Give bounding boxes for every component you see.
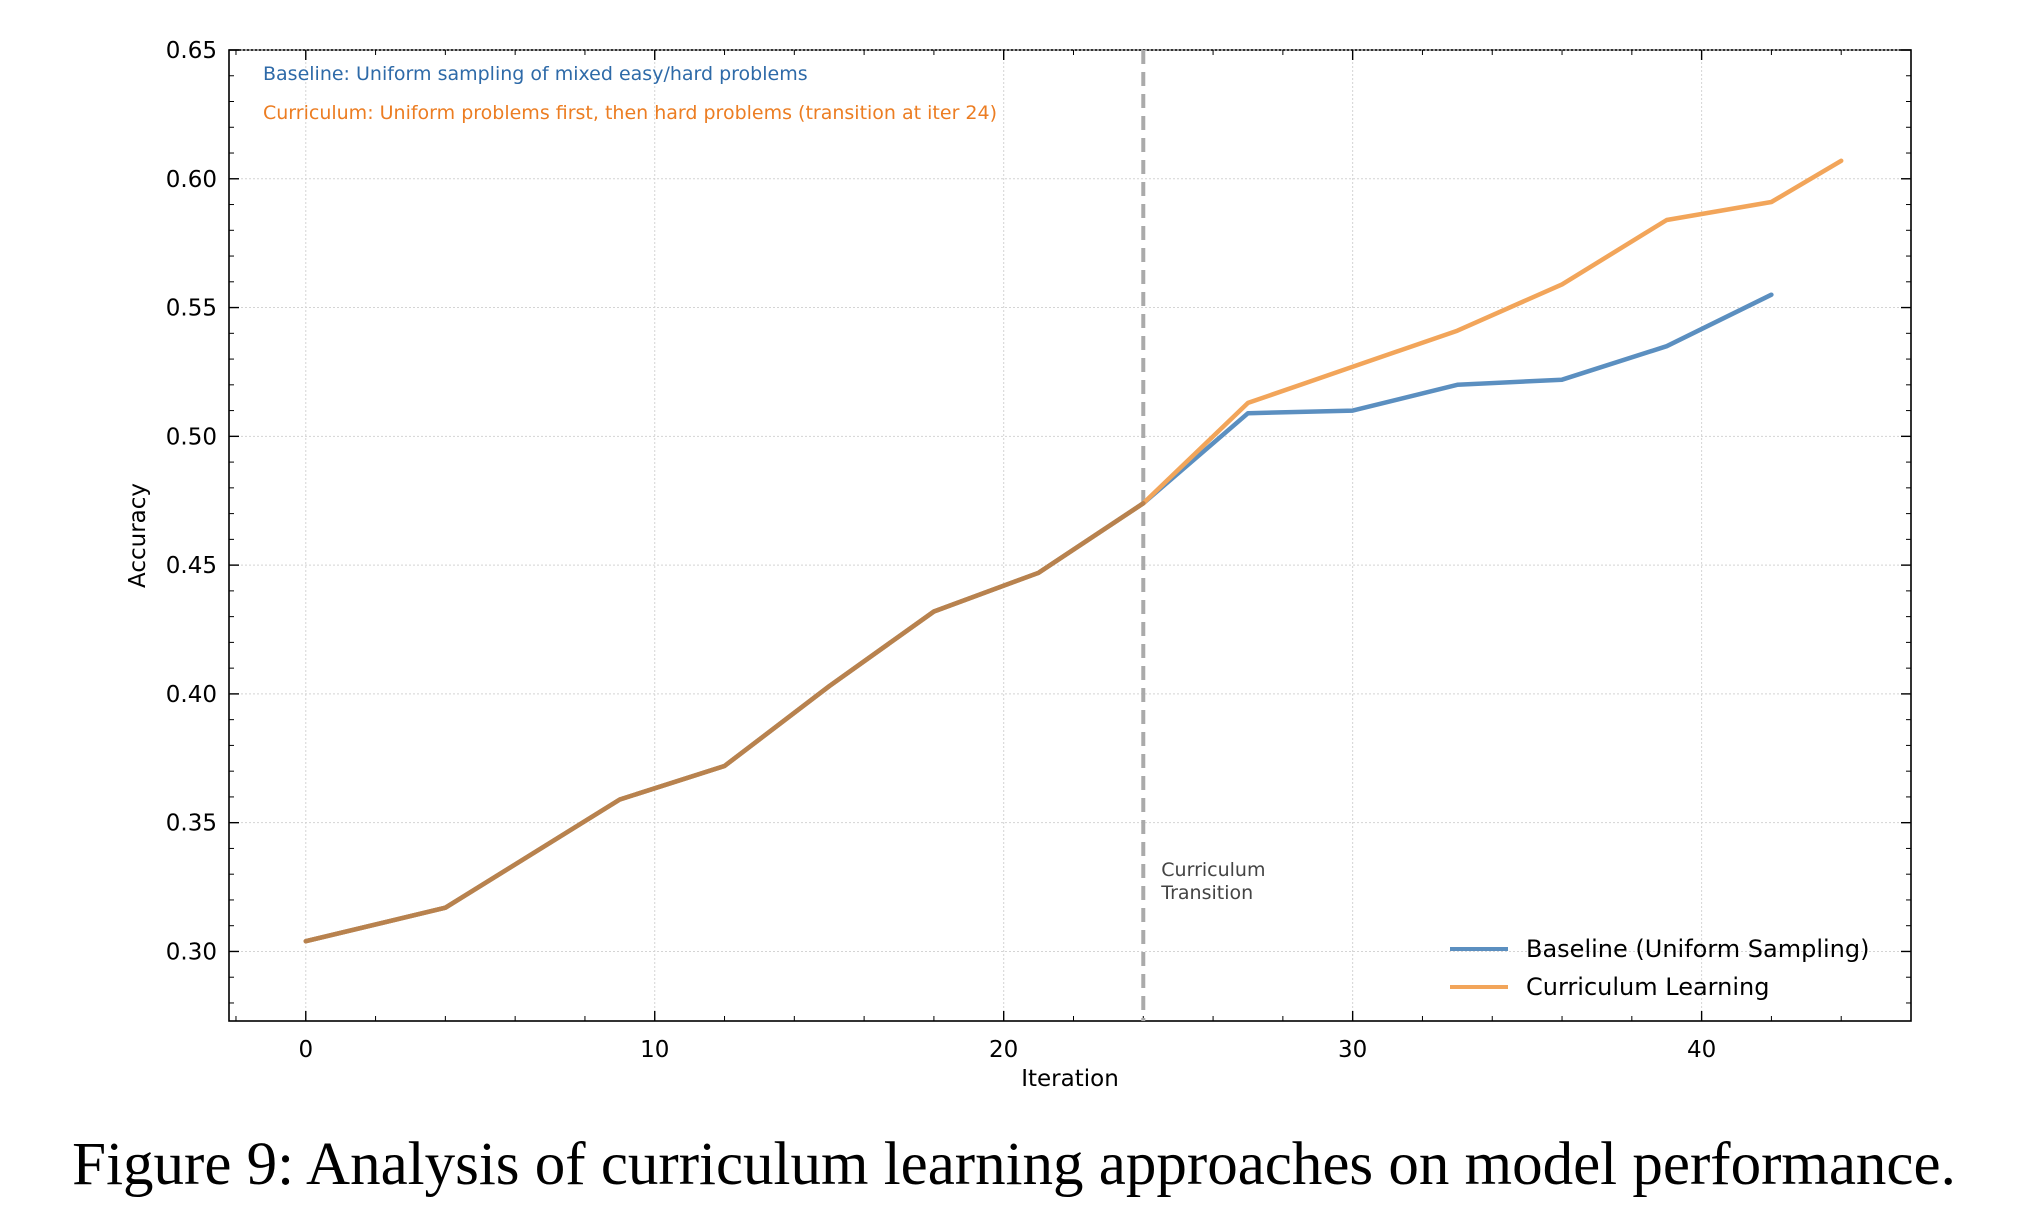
transition-label: Transition [1160,882,1253,904]
x-tick-label: 20 [989,1037,1018,1063]
y-tick-label: 0.50 [166,424,217,450]
legend-label-curriculum: Curriculum Learning [1526,973,1769,1001]
y-tick-label: 0.40 [166,682,217,708]
legend: Baseline (Uniform Sampling) Curriculum L… [1450,935,1869,1001]
x-tick-label: 30 [1338,1037,1367,1063]
series-lines [303,158,1844,944]
line-chart: 0 10 20 30 40 0.30 0.35 0.40 0.45 0.50 0.55 0.60 0.6… [125,38,1912,1092]
y-tick-label: 0.55 [166,296,217,322]
transition-label: Curriculum [1161,859,1265,881]
grid-lines [229,49,1911,1021]
series-line-overlap [303,501,1146,944]
annotation-baseline: Baseline: Uniform sampling of mixed easy… [263,63,808,85]
x-axis-label: Iteration [1021,1066,1119,1092]
x-tick-label: 10 [640,1037,669,1063]
y-tick-label: 0.30 [166,939,217,965]
x-tick-label: 40 [1687,1037,1716,1063]
figure-caption: Figure 9: Analysis of curriculum learnin… [72,1131,1956,1198]
y-tick-label: 0.65 [166,38,217,64]
plot-area [228,49,1912,1022]
y-axis-label: Accuracy [125,483,151,588]
annotation-curriculum: Curriculum: Uniform problems first, then… [263,102,997,124]
y-tick-label: 0.45 [166,553,217,579]
x-tick-label: 0 [298,1037,313,1063]
legend-label-baseline: Baseline (Uniform Sampling) [1526,935,1869,963]
tick-labels: 0 10 20 30 40 0.30 0.35 0.40 0.45 0.50 0.55 0.60 0.6… [166,38,1716,1063]
axis-ticks [229,49,1912,1021]
y-tick-label: 0.35 [166,811,217,837]
y-tick-label: 0.60 [166,167,217,193]
series-line-baseline [303,292,1774,944]
